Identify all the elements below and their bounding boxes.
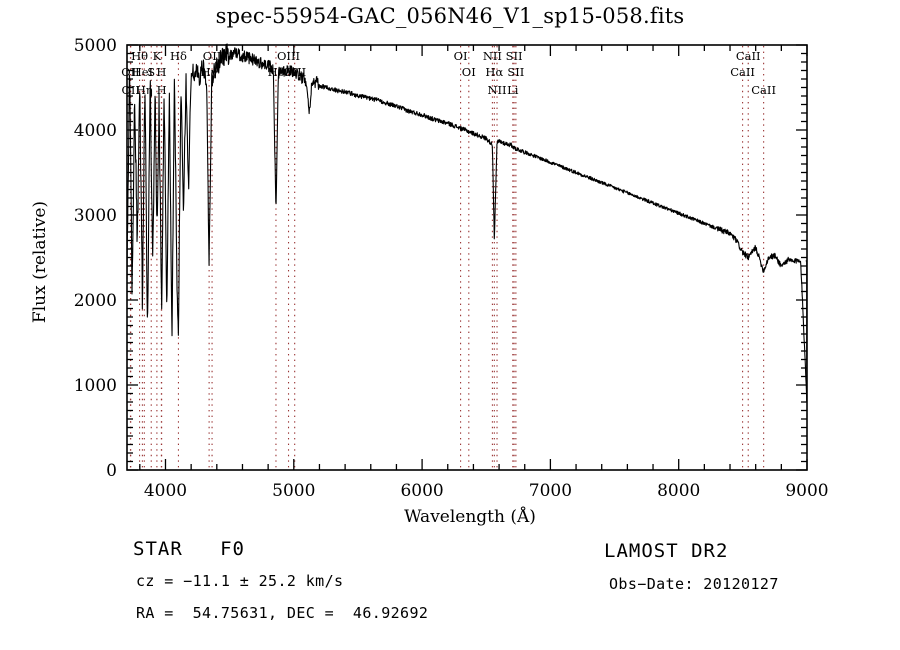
spectral-line-label: H (157, 83, 167, 97)
x-axis-ticks: 4000 5000 6000 7000 8000 9000 (139, 45, 829, 501)
y-tick-label: 3000 (74, 206, 117, 226)
survey-name-text: LAMOST DR2 (604, 540, 729, 562)
spectral-line-label: K (153, 49, 162, 63)
y-axis-label: Flux (relative) (30, 201, 50, 323)
spectral-line-label: CaII (736, 49, 761, 63)
spectral-line-label: Li (507, 83, 519, 97)
observation-date-text: Obs−Date: 20120127 (609, 575, 779, 593)
page-title: spec-55954-GAC_056N46_V1_sp15-058.fits (215, 4, 685, 28)
spectral-line-label: OIII (277, 49, 300, 63)
object-class-text: STAR F0 (133, 538, 245, 560)
spectral-line-label: Hδ (170, 49, 187, 63)
spectral-line-label: OII (121, 65, 140, 79)
spectral-line-label: SII (507, 65, 524, 79)
spectral-line-label: OII (121, 83, 140, 97)
spectral-line-label: Hγ (201, 65, 218, 79)
coordinates-text: RA = 54.75631, DEC = 46.92692 (136, 604, 429, 622)
spectral-line-label: Hα (485, 65, 503, 79)
x-tick-label: 6000 (400, 481, 443, 501)
spectral-line-label: CaII (730, 65, 755, 79)
spectral-line-label: CaII (751, 83, 776, 97)
spectral-line-label: SII (506, 49, 523, 63)
x-axis-label: Wavelength (Å) (404, 506, 536, 527)
spectral-line-label: S (147, 65, 155, 79)
plot-frame (126, 44, 808, 471)
spectral-line-label: OI (462, 65, 476, 79)
x-tick-label: 7000 (529, 481, 572, 501)
spectral-line-label: HeI (132, 65, 153, 79)
spectral-line-label: H (156, 65, 166, 79)
spectral-line-label: Hη (136, 83, 153, 97)
y-tick-label: 0 (106, 461, 117, 481)
spectral-line-label: OI (454, 49, 468, 63)
x-tick-label: 4000 (144, 481, 187, 501)
spectrum-curve (126, 43, 808, 402)
spectral-line-label: NII (483, 49, 502, 63)
spectral-line-label: NII (487, 83, 506, 97)
y-tick-label: 4000 (74, 121, 117, 141)
y-tick-label: 2000 (74, 291, 117, 311)
spectral-line-label: OIII (283, 65, 306, 79)
y-tick-label: 5000 (74, 36, 117, 56)
spectral-line-label: Hβ (268, 65, 285, 79)
x-tick-label: 9000 (785, 481, 828, 501)
x-tick-label: 5000 (272, 481, 315, 501)
y-axis-ticks: 0 1000 2000 3000 4000 5000 (74, 36, 807, 481)
y-tick-label: 1000 (74, 376, 117, 396)
redshift-velocity-text: cz = −11.1 ± 25.2 km/s (136, 572, 344, 590)
x-tick-label: 8000 (657, 481, 700, 501)
spectral-line-label: OII (203, 49, 222, 63)
spectral-line-label: Hθ (131, 49, 148, 63)
emission-line-markers (129, 46, 765, 469)
